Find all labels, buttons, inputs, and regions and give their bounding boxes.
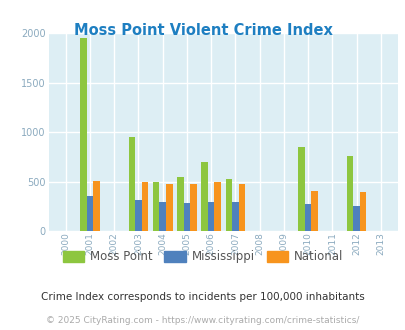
Bar bbox=[225, 179, 232, 231]
Bar bbox=[183, 203, 190, 231]
Legend: Moss Point, Mississippi, National: Moss Point, Mississippi, National bbox=[58, 246, 347, 268]
Bar bbox=[359, 192, 366, 231]
Bar bbox=[304, 204, 311, 231]
Bar bbox=[93, 181, 100, 231]
Text: © 2025 CityRating.com - https://www.cityrating.com/crime-statistics/: © 2025 CityRating.com - https://www.city… bbox=[46, 315, 359, 325]
Bar bbox=[352, 206, 359, 231]
Bar bbox=[232, 202, 238, 231]
Bar bbox=[159, 202, 166, 231]
Bar bbox=[311, 191, 317, 231]
Bar bbox=[141, 182, 148, 231]
Bar bbox=[166, 184, 172, 231]
Bar bbox=[177, 177, 183, 231]
Bar bbox=[86, 196, 93, 231]
Bar bbox=[201, 162, 207, 231]
Bar bbox=[298, 147, 304, 231]
Bar bbox=[80, 38, 86, 231]
Bar bbox=[238, 184, 245, 231]
Text: Crime Index corresponds to incidents per 100,000 inhabitants: Crime Index corresponds to incidents per… bbox=[41, 292, 364, 302]
Bar bbox=[214, 182, 220, 231]
Bar bbox=[346, 156, 352, 231]
Bar bbox=[153, 182, 159, 231]
Bar bbox=[128, 137, 135, 231]
Text: Moss Point Violent Crime Index: Moss Point Violent Crime Index bbox=[73, 23, 332, 38]
Bar bbox=[135, 200, 141, 231]
Bar bbox=[190, 184, 196, 231]
Bar bbox=[207, 202, 214, 231]
